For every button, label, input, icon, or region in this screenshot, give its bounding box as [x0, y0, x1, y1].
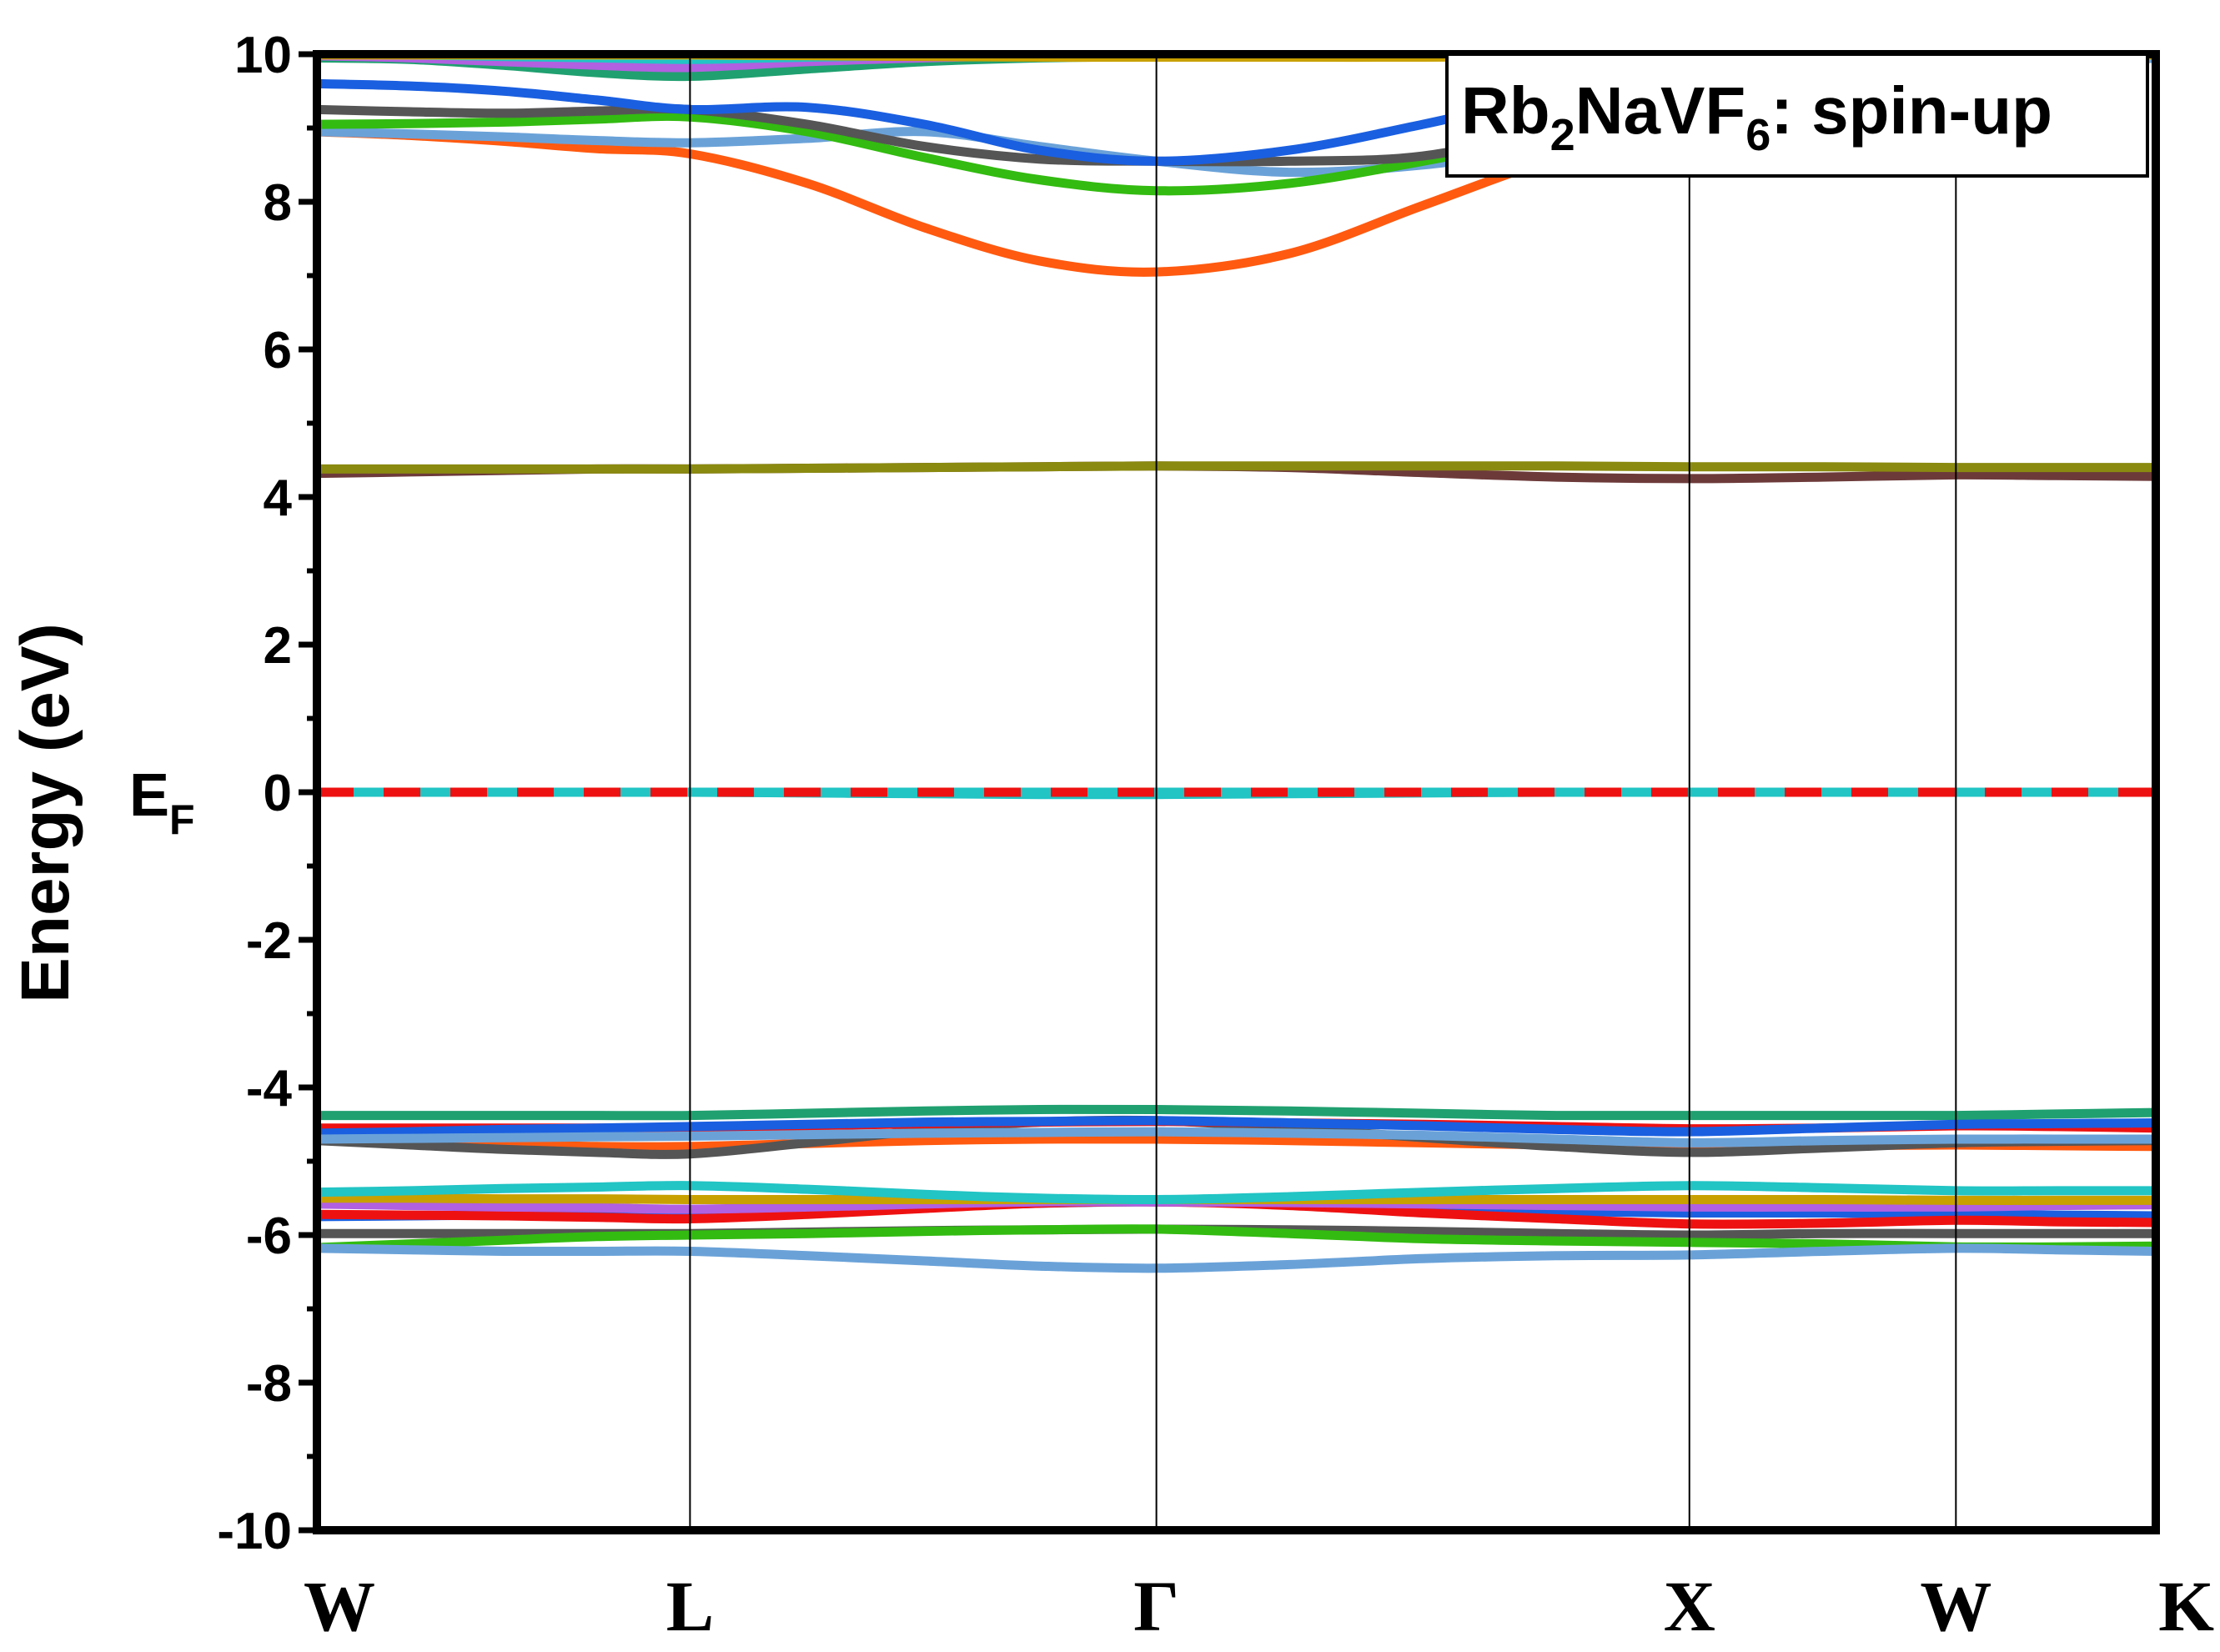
fermi-label: EF	[129, 762, 195, 843]
legend-title: Rb2NaVF6: spin-up	[1461, 73, 2052, 160]
legend-title-tail: : spin-up	[1770, 73, 2052, 148]
fermi-label-base: E	[129, 762, 169, 829]
legend-title-base: Rb	[1461, 73, 1550, 148]
legend-title-sub1: 2	[1550, 110, 1575, 160]
ytick-label-4: -2	[246, 912, 292, 970]
kpoint-label-2: L	[666, 1566, 714, 1646]
ytick-label-2: -6	[246, 1208, 292, 1265]
ytick-label-0: -10	[217, 1503, 292, 1560]
band-5	[317, 1181, 2156, 1205]
band-13	[317, 1116, 2156, 1138]
high-symmetry-lines	[689, 54, 1957, 1530]
band-17	[317, 461, 2156, 474]
legend-box: Rb2NaVF6: spin-up	[1445, 53, 2149, 178]
ytick-label-1: -8	[246, 1355, 292, 1413]
y-axis-ticks: -10 -8 -6 -4 -2 0 2 4 6 8 10	[217, 27, 317, 1560]
band-curves	[317, 54, 2156, 1273]
kpoint-label-1: W	[304, 1566, 375, 1646]
legend-title-mid: NaVF	[1575, 73, 1746, 148]
legend-frame	[1445, 53, 2149, 178]
band-14	[317, 1127, 2156, 1147]
ytick-label-3: -4	[246, 1060, 293, 1117]
band-8	[317, 1243, 2156, 1273]
kpoint-label-3: Γ	[1133, 1566, 1179, 1646]
ytick-label-7: 4	[264, 469, 293, 527]
ytick-label-6: 2	[264, 617, 292, 675]
ytick-label-9: 8	[264, 174, 292, 232]
ytick-label-10: 10	[234, 27, 292, 84]
ytick-label-8: 6	[264, 322, 292, 379]
band-7	[317, 1224, 2156, 1253]
fermi-label-sub: F	[169, 796, 195, 843]
band-9	[317, 1104, 2156, 1121]
kpoint-label-5: W	[1920, 1566, 1991, 1646]
y-axis-label: Energy (eV)	[8, 623, 83, 1003]
legend-title-sub2: 6	[1745, 110, 1770, 160]
ytick-label-5: 0	[264, 765, 292, 822]
kpoint-label-4: X	[1664, 1566, 1715, 1646]
kpoint-label-6: K	[2158, 1566, 2214, 1646]
